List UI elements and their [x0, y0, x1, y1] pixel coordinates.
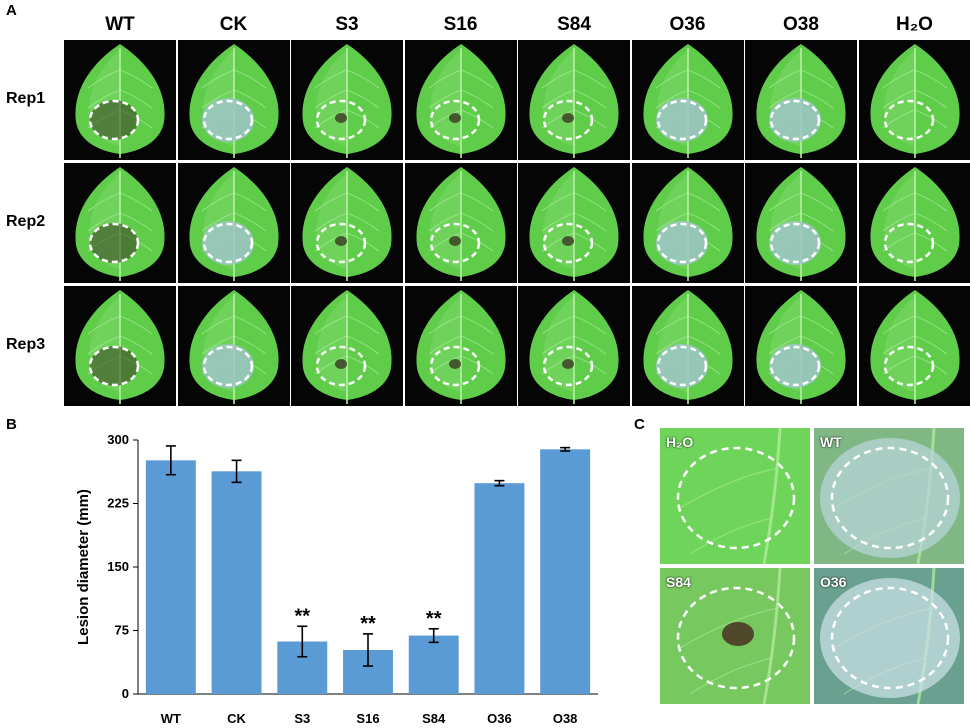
zoom-photo: O36 — [814, 568, 964, 704]
error-bar — [297, 625, 308, 658]
leaf-shape — [869, 44, 960, 158]
y-tick-label: 225 — [107, 496, 129, 511]
leaf-shape — [529, 290, 619, 404]
column-header: S16 — [443, 14, 478, 35]
error-bar — [363, 633, 373, 667]
bar-o36 — [474, 483, 525, 694]
zoom-label: WT — [820, 434, 842, 450]
leaf-shape — [302, 167, 392, 281]
leaf-shape — [869, 290, 960, 404]
y-tick-label: 75 — [115, 623, 129, 638]
lesion-bar-chart: 0 75 150 225 300 Lesion diameter (mm) WT CK ** S3… — [75, 432, 598, 726]
leaf-photo — [518, 40, 630, 160]
leaf-photo — [858, 40, 970, 160]
row-label: Rep3 — [6, 336, 46, 353]
leaf-photo — [404, 163, 517, 283]
y-tick-label: 300 — [107, 432, 129, 447]
zoom-photo: H₂O — [660, 428, 810, 564]
x-category-label: O38 — [553, 711, 578, 726]
column-header: S84 — [557, 14, 591, 35]
leaf-shape — [302, 290, 392, 404]
leaf-shape — [415, 167, 506, 281]
y-axis-title: Lesion diameter (mm) — [75, 489, 92, 645]
row-label: Rep2 — [6, 213, 46, 230]
leaf-photo — [631, 40, 744, 160]
significance-mark: ** — [294, 605, 310, 627]
leaf-photo — [64, 286, 176, 406]
leaf-photo — [291, 40, 403, 160]
leaf-shape — [415, 290, 506, 404]
row-label: Rep1 — [6, 90, 46, 107]
x-category-label: S84 — [422, 711, 446, 726]
leaf-photo — [64, 163, 176, 283]
column-header: H₂O — [896, 14, 933, 35]
zoom-photo: WT — [814, 428, 964, 564]
y-tick-label: 0 — [122, 686, 129, 701]
column-header: O36 — [669, 14, 706, 35]
bar-s84 — [408, 635, 459, 694]
panel-c-label: C — [634, 416, 645, 433]
leaf-photo — [404, 40, 517, 160]
leaf-photo — [858, 163, 970, 283]
leaf-photo — [745, 286, 857, 406]
bar-ck — [211, 471, 262, 694]
leaf-photo — [64, 40, 176, 160]
x-category-label: CK — [227, 711, 246, 726]
error-bar — [428, 628, 439, 644]
leaf-photo — [631, 163, 744, 283]
zoom-label: S84 — [666, 574, 691, 590]
error-bar — [560, 446, 571, 452]
zoom-photo: S84 — [660, 568, 810, 704]
x-category-label: WT — [161, 711, 181, 726]
panel-b-label: B — [6, 416, 17, 433]
bar-o38 — [540, 449, 591, 694]
leaf-shape — [869, 167, 960, 281]
leaf-photo — [291, 286, 403, 406]
error-bar — [165, 445, 176, 476]
leaf-photo — [631, 286, 744, 406]
panel-a-label: A — [6, 2, 17, 19]
bar-wt — [145, 460, 196, 694]
leaf-photo — [177, 40, 290, 160]
zoom-label: O36 — [820, 574, 847, 590]
error-bar — [494, 479, 505, 487]
y-tick-label: 150 — [107, 559, 129, 574]
leaf-photo — [291, 163, 403, 283]
significance-mark: ** — [360, 613, 376, 635]
x-category-label: S3 — [294, 711, 310, 726]
x-category-label: O36 — [487, 711, 512, 726]
column-header: S3 — [335, 14, 359, 35]
leaf-photo — [518, 163, 630, 283]
zoom-label: H₂O — [666, 434, 694, 450]
leaf-photo — [404, 286, 517, 406]
leaf-photo — [518, 286, 630, 406]
x-category-label: S16 — [356, 711, 379, 726]
column-header: CK — [219, 14, 248, 35]
leaf-photo — [177, 286, 290, 406]
error-bar — [231, 459, 242, 484]
leaf-shape — [302, 44, 392, 158]
leaf-shape — [415, 44, 506, 158]
column-header: O38 — [783, 14, 819, 35]
leaf-photo — [745, 40, 857, 160]
leaf-photo — [858, 286, 970, 406]
column-header: WT — [105, 14, 135, 35]
leaf-shape — [529, 44, 619, 158]
leaf-photo — [745, 163, 857, 283]
significance-mark: ** — [426, 608, 442, 630]
leaf-shape — [529, 167, 619, 281]
leaf-photo — [177, 163, 290, 283]
